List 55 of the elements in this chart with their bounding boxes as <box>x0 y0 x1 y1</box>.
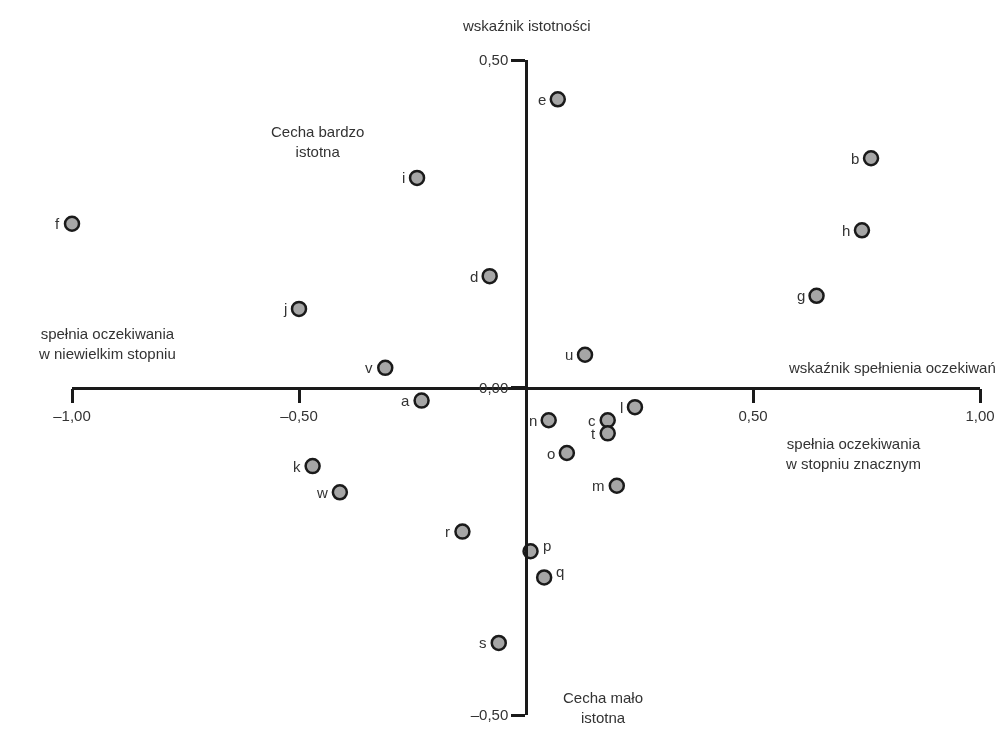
point <box>540 412 557 429</box>
annotation: b <box>851 150 860 167</box>
point <box>853 222 871 239</box>
annotation: l <box>620 399 624 416</box>
point <box>290 300 308 318</box>
point <box>63 215 81 232</box>
x-tick-label: –1,00 <box>53 407 91 425</box>
point <box>408 169 426 187</box>
x-axis-title: wskaźnik spełnienia oczekiwań <box>788 359 996 376</box>
point <box>608 477 626 494</box>
annotation: n <box>529 412 538 429</box>
point <box>808 287 825 305</box>
x-tick-label: 1,00 <box>965 407 995 425</box>
annotation: u <box>565 346 574 363</box>
annotation: spełnia oczekiwania w stopniu znacznym <box>785 435 922 472</box>
annotation: k <box>293 458 301 475</box>
point <box>454 523 471 540</box>
annotation: v <box>365 359 373 376</box>
y-tick-label: 0,50 <box>479 51 509 69</box>
point <box>599 425 616 442</box>
point <box>377 359 394 377</box>
annotation: p <box>543 537 552 554</box>
annotation: i <box>402 169 406 186</box>
annotation: Cecha mało istotna <box>563 689 644 726</box>
point <box>626 398 644 416</box>
annotation: s <box>479 634 487 651</box>
point <box>331 484 349 501</box>
point <box>304 457 321 475</box>
annotation: spełnia oczekiwania w niewielkim stopniu <box>38 325 176 362</box>
annotation: r <box>445 523 450 540</box>
annotation: e <box>538 91 547 108</box>
point <box>549 91 567 108</box>
annotation: m <box>592 477 605 494</box>
annotation: Cecha bardzo istotna <box>271 123 365 160</box>
y-axis-title: wskaźnik istotności <box>462 17 591 34</box>
annotation: a <box>401 392 410 409</box>
annotation: g <box>797 287 806 304</box>
x-tick-label: 0,50 <box>738 407 768 425</box>
y-tick-label: –0,50 <box>470 706 509 724</box>
annotation: f <box>55 215 60 232</box>
annotation: d <box>470 268 479 285</box>
x-tick-label: –0,50 <box>280 407 318 425</box>
point <box>535 569 553 586</box>
point <box>481 267 498 285</box>
annotation: q <box>556 563 565 580</box>
annotation: o <box>547 445 556 462</box>
annotation: w <box>316 484 328 501</box>
point <box>862 150 880 167</box>
point <box>558 444 576 462</box>
annotation: j <box>283 300 288 317</box>
annotation: h <box>842 222 851 239</box>
point <box>490 634 508 652</box>
point <box>413 392 430 409</box>
point <box>576 346 594 363</box>
point <box>599 412 616 429</box>
